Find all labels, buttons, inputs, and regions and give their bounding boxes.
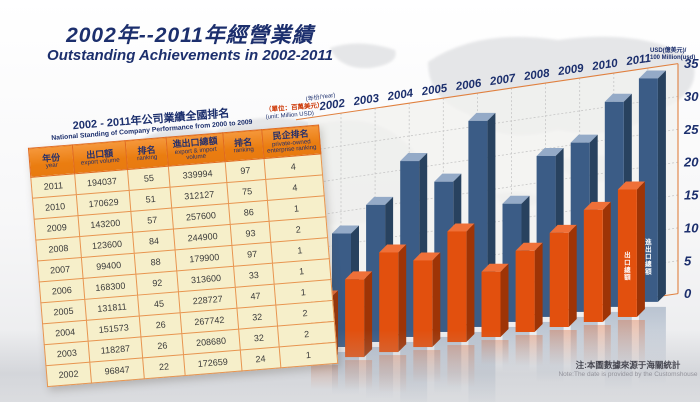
- bar-label-total: 進出口總額: [644, 237, 652, 276]
- table-cell: 24: [240, 346, 281, 371]
- bar-export-2008: [515, 242, 543, 333]
- year-label: 2005: [420, 83, 449, 99]
- table-cell: 22: [143, 354, 186, 379]
- y-tick-label: 30: [684, 89, 699, 104]
- bar-export-2007: [481, 263, 509, 338]
- source-note-zh: 注:本圖數據來源于海關統計: [575, 360, 681, 370]
- year-label: 2006: [454, 77, 483, 93]
- ranking-table-block: 2002 - 2011年公司業績全國排名 National Standing o…: [26, 101, 338, 387]
- source-note-en: Note:The date is provided by the Customs…: [558, 371, 698, 379]
- table-cell: 2002: [45, 361, 92, 387]
- page-title-en: Outstanding Achievements in 2002-2011: [47, 47, 333, 65]
- table-cell: 172659: [183, 349, 243, 376]
- year-label: 2010: [591, 57, 620, 73]
- year-label: 2008: [522, 67, 551, 83]
- bar-export-2004: [379, 244, 407, 353]
- y-axis-unit: USD(億美元)/: [650, 46, 687, 54]
- bar-reflection: [447, 345, 475, 388]
- bar-reflection: [311, 365, 338, 390]
- bar-reflection: [413, 350, 441, 383]
- y-tick-label: 35: [684, 56, 699, 71]
- y-tick-label: 15: [684, 188, 699, 203]
- year-label: 2007: [488, 72, 517, 88]
- y-tick-label: 25: [683, 122, 699, 137]
- bar-reflection: [379, 355, 407, 393]
- bar-label-export: 出口總額: [623, 250, 631, 281]
- y-tick-label: 0: [684, 286, 692, 301]
- table-header-cell: 排名 ranking: [222, 129, 264, 162]
- bar-export-2009: [549, 224, 577, 328]
- bar-reflection: [617, 319, 645, 369]
- source-note: 注:本圖數據來源于海關統計 Note:The date is provided …: [548, 360, 700, 379]
- y-tick-label: 20: [683, 155, 699, 170]
- bar-export-2005: [413, 252, 441, 348]
- bar-export-2011: [617, 181, 645, 317]
- bar-reflection: [583, 324, 611, 368]
- table-unit-note: （單位：百萬美元） (unit: Million USD): [265, 102, 325, 122]
- performance-table: 年份 year 出口額 export volume 排名 ranking 進出口總額 expo…: [28, 125, 338, 387]
- table-header-cell: 年份 year: [28, 145, 75, 177]
- page-title-zh: 2002年--2011年經營業績: [66, 24, 314, 47]
- year-label: 2009: [556, 62, 585, 78]
- axis-top-line: [295, 63, 679, 121]
- bar-export-2006: [447, 223, 475, 343]
- table-header-cell: 出口額 export volume: [72, 140, 128, 174]
- y-axis-unit2: 100 Million(usd): [650, 55, 695, 61]
- year-label: 2004: [386, 88, 415, 104]
- year-label: 2003: [352, 93, 381, 109]
- page-title: 2002年--2011年經營業績 Outstanding Achievement…: [40, 24, 340, 64]
- bar-reflection: [515, 335, 543, 366]
- bar-export-2010: [583, 201, 611, 322]
- year-label: 2011: [625, 53, 652, 69]
- bar-reflection: [345, 360, 373, 390]
- y-tick-label: 5: [684, 253, 692, 268]
- bar-reflection: [481, 340, 509, 365]
- table-header-cell: 排名 ranking: [125, 137, 169, 170]
- year-label: 2002: [318, 98, 347, 114]
- table-cell: 96847: [89, 357, 145, 383]
- table-cell: 1: [279, 342, 338, 368]
- bar-export-2003: [345, 271, 373, 358]
- bar-reflection: [549, 330, 577, 366]
- y-tick-label: 10: [684, 220, 699, 235]
